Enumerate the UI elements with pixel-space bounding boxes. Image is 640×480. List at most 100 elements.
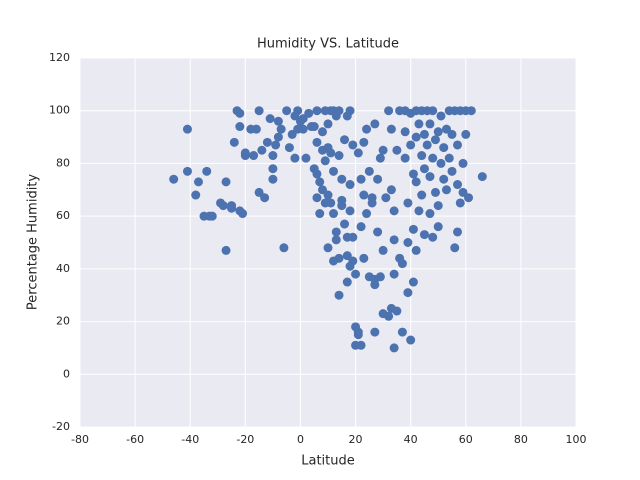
point bbox=[436, 111, 446, 121]
point bbox=[301, 153, 311, 163]
point bbox=[356, 174, 366, 184]
point bbox=[370, 119, 380, 129]
point bbox=[315, 177, 325, 187]
point bbox=[182, 166, 192, 176]
point bbox=[403, 198, 413, 208]
point bbox=[408, 224, 418, 234]
point bbox=[348, 232, 358, 242]
point bbox=[428, 232, 438, 242]
y-tick-label: 60 bbox=[56, 209, 70, 222]
point bbox=[235, 108, 245, 118]
point bbox=[425, 172, 435, 182]
point bbox=[477, 172, 487, 182]
point bbox=[364, 166, 374, 176]
point bbox=[375, 153, 385, 163]
point bbox=[337, 174, 347, 184]
point bbox=[397, 327, 407, 337]
point bbox=[169, 174, 179, 184]
point bbox=[345, 106, 355, 116]
x-tick-label: 20 bbox=[349, 433, 363, 446]
x-tick-label: -80 bbox=[71, 433, 89, 446]
point bbox=[441, 185, 451, 195]
point bbox=[353, 327, 363, 337]
point bbox=[320, 156, 330, 166]
point bbox=[273, 116, 283, 126]
point bbox=[455, 198, 465, 208]
point bbox=[202, 166, 212, 176]
point bbox=[389, 235, 399, 245]
point bbox=[466, 106, 476, 116]
point bbox=[458, 158, 468, 168]
y-tick-label: 20 bbox=[56, 315, 70, 328]
point bbox=[375, 272, 385, 282]
point bbox=[439, 174, 449, 184]
y-tick-label: 120 bbox=[49, 51, 70, 64]
point bbox=[386, 124, 396, 134]
point bbox=[373, 227, 383, 237]
point bbox=[317, 127, 327, 137]
point bbox=[425, 119, 435, 129]
point bbox=[227, 201, 237, 211]
point bbox=[235, 122, 245, 132]
point bbox=[384, 106, 394, 116]
point bbox=[290, 153, 300, 163]
y-tick-label: 40 bbox=[56, 262, 70, 275]
point bbox=[342, 277, 352, 287]
point bbox=[400, 127, 410, 137]
point bbox=[304, 108, 314, 118]
point bbox=[326, 198, 336, 208]
point bbox=[276, 124, 286, 134]
x-tick-label: 80 bbox=[514, 433, 528, 446]
point bbox=[348, 140, 358, 150]
point bbox=[279, 243, 289, 253]
y-axis-label: Percentage Humidity bbox=[26, 174, 41, 311]
point bbox=[323, 119, 333, 129]
point bbox=[400, 153, 410, 163]
point bbox=[268, 174, 278, 184]
point bbox=[221, 177, 231, 187]
point bbox=[309, 122, 319, 132]
point bbox=[312, 169, 322, 179]
point bbox=[428, 153, 438, 163]
point bbox=[340, 135, 350, 145]
point bbox=[356, 222, 366, 232]
x-tick-label: 40 bbox=[404, 433, 418, 446]
point bbox=[397, 259, 407, 269]
point bbox=[403, 288, 413, 298]
point bbox=[359, 253, 369, 263]
x-tick-label: -20 bbox=[236, 433, 254, 446]
point bbox=[406, 140, 416, 150]
point bbox=[329, 209, 339, 219]
point bbox=[331, 235, 341, 245]
point bbox=[384, 311, 394, 321]
x-tick-label: -40 bbox=[181, 433, 199, 446]
point bbox=[425, 209, 435, 219]
point bbox=[345, 206, 355, 216]
point bbox=[419, 164, 429, 174]
point bbox=[392, 306, 402, 316]
point bbox=[414, 206, 424, 216]
point bbox=[249, 151, 259, 161]
point bbox=[378, 245, 388, 255]
point bbox=[356, 340, 366, 350]
point bbox=[453, 140, 463, 150]
point bbox=[403, 238, 413, 247]
point bbox=[334, 290, 344, 300]
point bbox=[359, 137, 369, 147]
point bbox=[268, 151, 278, 161]
point bbox=[367, 193, 377, 203]
point bbox=[430, 135, 440, 145]
point bbox=[419, 129, 429, 139]
x-tick-label: 100 bbox=[566, 433, 587, 446]
point bbox=[411, 177, 421, 187]
point bbox=[229, 137, 239, 147]
point bbox=[406, 335, 416, 345]
point bbox=[447, 166, 457, 176]
point bbox=[414, 119, 424, 129]
point bbox=[254, 106, 264, 116]
point bbox=[433, 222, 443, 232]
point bbox=[260, 193, 270, 203]
point bbox=[389, 206, 399, 216]
chart-title: Humidity VS. Latitude bbox=[257, 37, 399, 52]
